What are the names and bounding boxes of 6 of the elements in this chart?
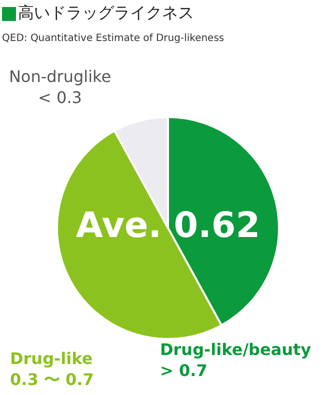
slice-label: Drug-like/beauty > 0.7 bbox=[160, 340, 312, 380]
slice-label: Non-druglike < 0.3 bbox=[8, 67, 112, 108]
slice-label: Drug-like 0.3 〜 0.7 bbox=[10, 349, 94, 390]
chart-subtitle: QED: Quantitative Estimate of Drug-likeness bbox=[2, 33, 224, 44]
chart-title: 高いドラッグライクネス bbox=[18, 3, 194, 24]
text: Ave. 0.62 bbox=[76, 206, 260, 246]
